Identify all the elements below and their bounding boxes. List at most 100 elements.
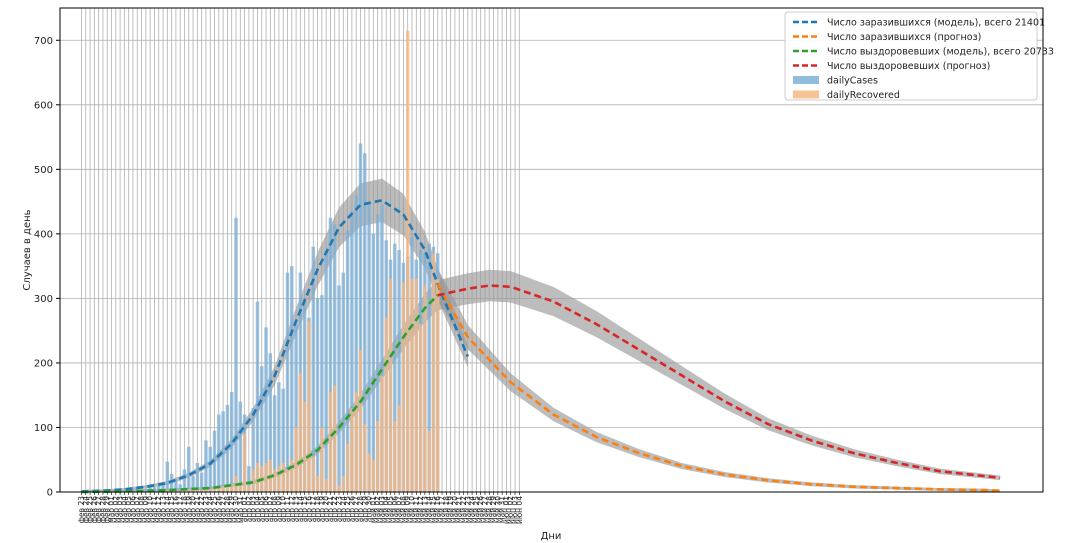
x-tick-label: апр 23 xyxy=(335,496,344,522)
bar-dailyCases xyxy=(144,488,148,492)
bar-dailyCases xyxy=(191,475,195,492)
bar-dailyCases xyxy=(131,488,135,492)
bar-dailyCases xyxy=(393,243,397,492)
bar-dailyCases xyxy=(337,285,341,492)
bar-dailyCases xyxy=(272,395,277,492)
x-tick-label: май 22 xyxy=(459,496,468,523)
x-tick-label: мар 13 xyxy=(159,496,168,523)
x-tick-label: май 29 xyxy=(489,496,498,523)
series-lines xyxy=(81,198,1001,494)
x-tick-label: мар 03 xyxy=(116,496,125,523)
bar-dailyCases xyxy=(229,391,234,492)
bar-dailyRecovered xyxy=(423,285,427,492)
bar-dailyRecovered xyxy=(427,430,431,492)
x-tick-label: мар 10 xyxy=(146,496,155,523)
x-tick-label: май 04 xyxy=(382,496,391,523)
bar-dailyRecovered xyxy=(341,475,346,492)
x-tick-label: май 09 xyxy=(403,496,412,523)
x-tick-label: апр 03 xyxy=(249,496,258,522)
x-tick-label: июн 03 xyxy=(511,496,520,524)
bar-dailyCases xyxy=(294,324,298,492)
bar-dailyRecovered xyxy=(333,385,337,492)
legend-label: dailyCases xyxy=(827,76,878,87)
bar-dailyCases xyxy=(247,466,251,492)
x-tick-label: май 31 xyxy=(498,496,507,523)
bar-dailyCases xyxy=(165,461,170,492)
x-tick-label: фев 23 xyxy=(77,496,86,524)
bar-dailyRecovered xyxy=(255,462,260,492)
y-tick-label: 400 xyxy=(34,229,53,240)
x-tick-label: апр 08 xyxy=(270,496,279,522)
x-tick-label: мар 23 xyxy=(201,496,210,523)
bar-dailyRecovered xyxy=(251,469,255,492)
x-tick-label: апр 29 xyxy=(360,496,369,522)
bar-dailyRecovered xyxy=(238,482,243,492)
x-tick-label: мар 16 xyxy=(171,496,180,523)
x-tick-label: май 08 xyxy=(399,496,408,523)
bar-dailyCases xyxy=(212,430,217,492)
bar-dailyRecovered xyxy=(294,427,298,492)
series-line xyxy=(437,284,1001,480)
x-tick-label: апр 26 xyxy=(347,496,356,522)
x-tick-label: май 02 xyxy=(373,496,382,523)
x-tick-label: мар 15 xyxy=(167,496,176,523)
x-tick-label: мар 09 xyxy=(141,496,150,523)
x-tick-label: мар 01 xyxy=(107,496,116,523)
bar-dailyRecovered xyxy=(354,391,358,492)
x-tick-label: апр 11 xyxy=(283,496,292,522)
x-tick-label: май 23 xyxy=(463,496,472,523)
x-tick-label: мар 26 xyxy=(214,496,223,523)
x-tick-label: май 06 xyxy=(390,496,399,523)
bar-dailyCases xyxy=(251,408,255,492)
x-tick-label: мар 06 xyxy=(128,496,137,523)
x-tick-label: апр 05 xyxy=(257,496,266,522)
x-tick-label: май 24 xyxy=(468,496,477,523)
bar-dailyRecovered xyxy=(324,479,328,492)
x-tick-label: мар 30 xyxy=(231,496,240,523)
legend: Число заразившихся (модель), всего 21401… xyxy=(784,11,1054,101)
x-tick-label: апр 18 xyxy=(313,496,322,522)
x-tick-label: апр 22 xyxy=(330,496,339,522)
bar-dailyRecovered xyxy=(285,469,290,492)
confidence-band xyxy=(437,269,1001,481)
x-tick-label: мар 02 xyxy=(111,496,120,523)
x-tick-label: апр 28 xyxy=(356,496,365,522)
bar-dailyCases xyxy=(371,233,376,492)
bar-dailyCases xyxy=(320,295,324,492)
bar-dailyRecovered xyxy=(277,466,281,492)
x-tick-label: апр 25 xyxy=(343,496,352,522)
y-tick-label: 200 xyxy=(34,358,53,369)
bar-dailyCases xyxy=(367,201,371,492)
series-line xyxy=(81,198,469,493)
x-tick-label: май 16 xyxy=(433,496,442,523)
bar-dailyCases xyxy=(311,246,315,492)
x-tick-label: май 30 xyxy=(493,496,502,523)
bar-dailyRecovered xyxy=(431,253,436,492)
bar-dailyRecovered xyxy=(174,490,178,492)
bar-dailyRecovered xyxy=(229,484,234,492)
bar-dailyRecovered xyxy=(414,279,419,492)
bar-dailyCases xyxy=(217,414,221,492)
x-tick-label: мар 14 xyxy=(163,496,172,523)
x-tick-label: апр 04 xyxy=(253,496,262,522)
bar-dailyRecovered xyxy=(371,459,376,492)
legend-box xyxy=(784,11,1038,101)
bar-dailyRecovered xyxy=(418,324,423,492)
bar-dailyRecovered xyxy=(178,490,182,492)
legend-label: Число заразившихся (прогноз) xyxy=(827,32,981,43)
bar-dailyRecovered xyxy=(363,424,367,492)
x-tick-label: май 01 xyxy=(369,496,378,523)
bar-dailyCases xyxy=(234,217,238,492)
plot-frame xyxy=(59,7,1044,493)
x-tick-label: май 17 xyxy=(438,496,447,523)
bar-dailyRecovered xyxy=(191,490,195,492)
bar-dailyCases xyxy=(195,462,200,492)
x-tick-label: апр 21 xyxy=(326,496,335,522)
x-tick-label: апр 01 xyxy=(240,496,249,522)
bar-dailyRecovered xyxy=(388,279,393,492)
x-tick-label: мар 22 xyxy=(197,496,206,523)
legend-label: Число выздоровевших (модель), всего 2073… xyxy=(827,47,1054,58)
x-tick-label: мар 20 xyxy=(189,496,198,523)
x-tick-label: май 07 xyxy=(395,496,404,523)
bar-dailyRecovered xyxy=(375,421,380,492)
